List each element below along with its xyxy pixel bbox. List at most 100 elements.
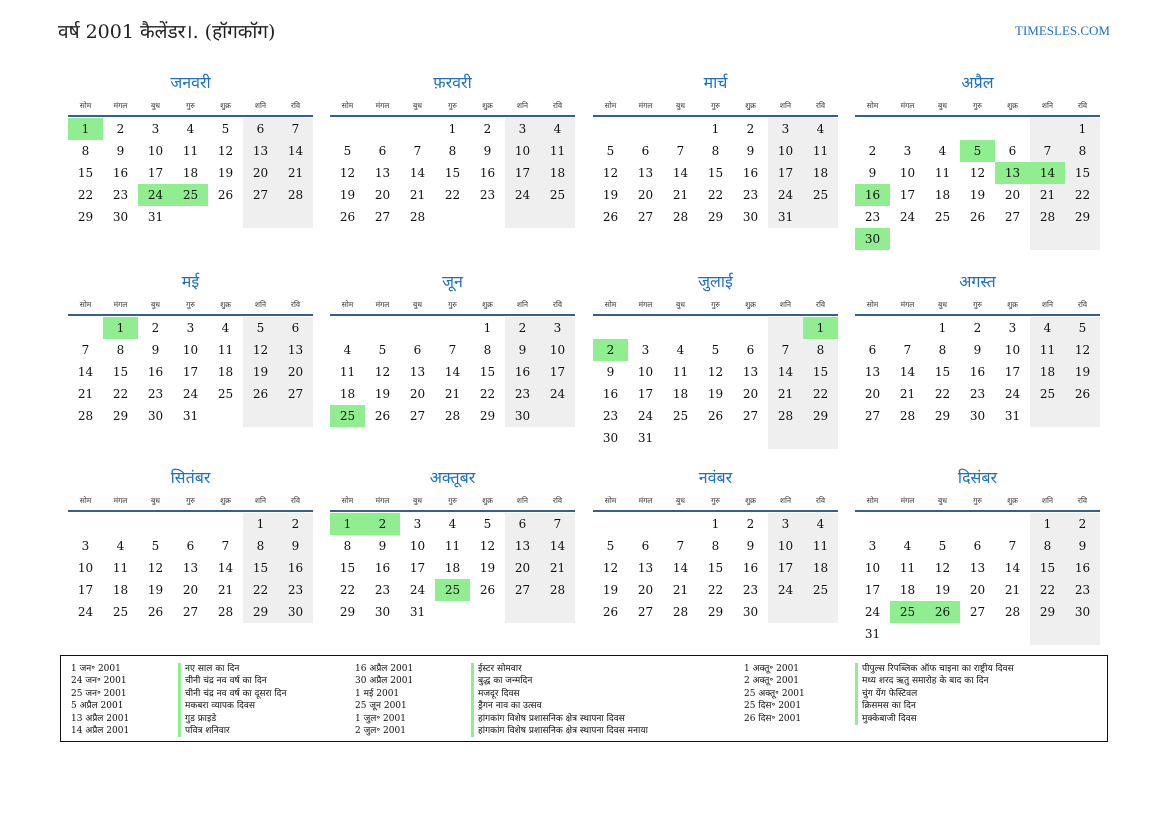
day-cell[interactable]: 6 — [413, 343, 422, 357]
day-cell[interactable]: 1 — [1065, 118, 1100, 140]
day-cell[interactable]: 24 — [182, 387, 199, 401]
day-cell[interactable]: 5 — [151, 539, 160, 553]
day-cell[interactable]: 19 — [1065, 361, 1100, 383]
day-cell[interactable]: 8 — [938, 343, 947, 357]
day-cell[interactable]: 8 — [711, 144, 720, 158]
day-cell[interactable]: 21 — [768, 383, 803, 405]
day-cell[interactable]: 29 — [1030, 601, 1065, 623]
day-cell[interactable]: 11 — [540, 140, 575, 162]
day-cell[interactable]: 31 — [1004, 409, 1021, 423]
day-cell[interactable]: 2 — [1065, 513, 1100, 535]
day-cell[interactable]: 29 — [934, 409, 951, 423]
day-cell[interactable]: 28 — [1030, 206, 1065, 228]
day-cell[interactable]: 27 — [864, 409, 881, 423]
day-cell[interactable]: 16 — [278, 557, 313, 579]
day-cell[interactable]: 21 — [77, 387, 94, 401]
day-cell[interactable]: 12 — [374, 365, 391, 379]
day-cell[interactable]: 5 — [343, 144, 352, 158]
day-cell[interactable]: 16 — [505, 361, 540, 383]
day-cell[interactable]: 2 — [116, 122, 125, 136]
day-cell[interactable]: 25 — [435, 579, 470, 601]
day-cell[interactable]: 24 — [899, 210, 916, 224]
day-cell[interactable]: 3 — [903, 144, 912, 158]
day-cell[interactable]: 28 — [77, 409, 94, 423]
day-cell[interactable]: 8 — [448, 144, 457, 158]
day-cell[interactable]: 18 — [444, 561, 461, 575]
day-cell[interactable]: 10 — [182, 343, 199, 357]
day-cell[interactable]: 25 — [803, 184, 838, 206]
day-cell[interactable]: 23 — [505, 383, 540, 405]
day-cell[interactable]: 24 — [138, 184, 173, 206]
day-cell[interactable]: 3 — [540, 317, 575, 339]
day-cell[interactable]: 17 — [899, 188, 916, 202]
day-cell[interactable]: 21 — [540, 557, 575, 579]
day-cell[interactable]: 24 — [77, 605, 94, 619]
day-cell[interactable]: 17 — [77, 583, 94, 597]
day-cell[interactable]: 30 — [278, 601, 313, 623]
day-cell[interactable]: 26 — [147, 605, 164, 619]
day-cell[interactable]: 18 — [1030, 361, 1065, 383]
day-cell[interactable]: 27 — [243, 184, 278, 206]
day-cell[interactable]: 2 — [483, 122, 492, 136]
day-cell[interactable]: 12 — [602, 561, 619, 575]
day-cell[interactable]: 28 — [768, 405, 803, 427]
day-cell[interactable]: 5 — [1065, 317, 1100, 339]
day-cell[interactable]: 31 — [147, 210, 164, 224]
day-cell[interactable]: 31 — [637, 431, 654, 445]
day-cell[interactable]: 30 — [742, 210, 759, 224]
day-cell[interactable]: 3 — [768, 118, 803, 140]
day-cell[interactable]: 6 — [378, 144, 387, 158]
day-cell[interactable]: 21 — [1030, 184, 1065, 206]
day-cell[interactable]: 4 — [221, 321, 230, 335]
day-cell[interactable]: 26 — [243, 383, 278, 405]
day-cell[interactable]: 13 — [409, 365, 426, 379]
day-cell[interactable]: 7 — [676, 144, 685, 158]
day-cell[interactable]: 2 — [151, 321, 160, 335]
day-cell[interactable]: 24 — [768, 184, 803, 206]
day-cell[interactable]: 29 — [479, 409, 496, 423]
day-cell[interactable]: 30 — [855, 228, 890, 250]
day-cell[interactable]: 20 — [864, 387, 881, 401]
day-cell[interactable]: 12 — [217, 144, 234, 158]
day-cell[interactable]: 14 — [409, 166, 426, 180]
day-cell[interactable]: 10 — [768, 140, 803, 162]
day-cell[interactable]: 22 — [1030, 579, 1065, 601]
day-cell[interactable]: 13 — [505, 535, 540, 557]
day-cell[interactable]: 12 — [602, 166, 619, 180]
day-cell[interactable]: 5 — [938, 539, 947, 553]
day-cell[interactable]: 19 — [479, 561, 496, 575]
day-cell[interactable]: 25 — [112, 605, 129, 619]
day-cell[interactable]: 15 — [934, 365, 951, 379]
day-cell[interactable]: 19 — [217, 166, 234, 180]
day-cell[interactable]: 15 — [803, 361, 838, 383]
day-cell[interactable]: 9 — [505, 339, 540, 361]
day-cell[interactable]: 10 — [864, 561, 881, 575]
day-cell[interactable]: 16 — [602, 387, 619, 401]
day-cell[interactable]: 4 — [448, 517, 457, 531]
day-cell[interactable]: 8 — [711, 539, 720, 553]
day-cell[interactable]: 12 — [479, 539, 496, 553]
day-cell[interactable]: 19 — [969, 188, 986, 202]
day-cell[interactable]: 21 — [444, 387, 461, 401]
day-cell[interactable]: 31 — [409, 605, 426, 619]
day-cell[interactable]: 5 — [960, 140, 995, 162]
day-cell[interactable]: 25 — [173, 184, 208, 206]
day-cell[interactable]: 14 — [278, 140, 313, 162]
day-cell[interactable]: 6 — [746, 343, 755, 357]
day-cell[interactable]: 22 — [707, 188, 724, 202]
day-cell[interactable]: 25 — [890, 601, 925, 623]
site-link[interactable]: TIMESLES.COM — [1015, 23, 1110, 38]
day-cell[interactable]: 12 — [339, 166, 356, 180]
day-cell[interactable]: 14 — [768, 361, 803, 383]
day-cell[interactable]: 10 — [409, 539, 426, 553]
day-cell[interactable]: 7 — [540, 513, 575, 535]
day-cell[interactable]: 9 — [746, 144, 755, 158]
day-cell[interactable]: 25 — [672, 409, 689, 423]
day-cell[interactable]: 22 — [339, 583, 356, 597]
day-cell[interactable]: 20 — [409, 387, 426, 401]
day-cell[interactable]: 18 — [803, 557, 838, 579]
day-cell[interactable]: 23 — [112, 188, 129, 202]
day-cell[interactable]: 4 — [938, 144, 947, 158]
day-cell[interactable]: 16 — [479, 166, 496, 180]
day-cell[interactable]: 25 — [934, 210, 951, 224]
